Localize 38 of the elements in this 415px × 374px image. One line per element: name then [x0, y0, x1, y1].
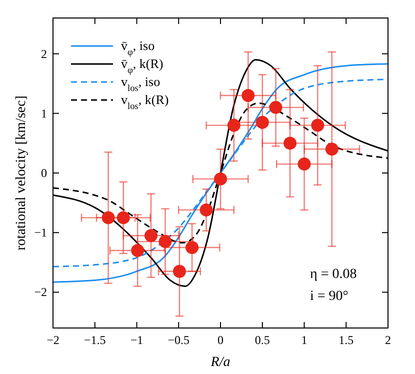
y-tick-label: −2	[34, 285, 47, 300]
y-tick-label: −1	[34, 226, 47, 240]
point	[242, 89, 255, 102]
x-tick-label: 0	[218, 333, 224, 347]
point	[298, 158, 311, 171]
x-tick-label: −0.5	[168, 333, 190, 347]
y-tick-label: 0	[41, 166, 47, 180]
y-tick-label: 2	[41, 46, 47, 61]
x-tick-label: 0.5	[254, 333, 270, 347]
y-tick-label: 1	[41, 106, 47, 120]
point	[172, 264, 186, 278]
x-axis-title: R/a	[210, 355, 230, 370]
legend-label: v̄$_{φ}$, k(R)	[121, 56, 164, 76]
point	[256, 116, 269, 129]
x-tick-label: −1	[130, 333, 144, 347]
legend-label: v$_{los}$, iso	[121, 74, 160, 94]
point	[158, 235, 172, 248]
x-tick-label: 2	[385, 333, 391, 347]
point	[284, 136, 297, 150]
point	[116, 211, 130, 224]
point	[200, 203, 213, 216]
x-tick-label: 1	[301, 333, 308, 347]
x-tick-label: −1.5	[84, 333, 106, 347]
annotation: i = 90°	[310, 289, 348, 304]
x-tick-label: 1.5	[338, 333, 354, 347]
point	[227, 118, 240, 132]
point	[131, 244, 144, 257]
point	[325, 142, 338, 156]
point	[269, 100, 282, 114]
legend-label: v̄$_{φ}$, iso	[121, 38, 155, 58]
point	[102, 211, 115, 224]
point	[311, 118, 324, 132]
y-axis-title: rotational velocity [km/sec]	[14, 96, 29, 250]
point	[214, 172, 227, 186]
point	[186, 241, 199, 254]
annotation: η = 0.08	[310, 267, 357, 282]
legend-label: v$_{los}$, k(R)	[121, 92, 169, 112]
point	[144, 229, 158, 242]
